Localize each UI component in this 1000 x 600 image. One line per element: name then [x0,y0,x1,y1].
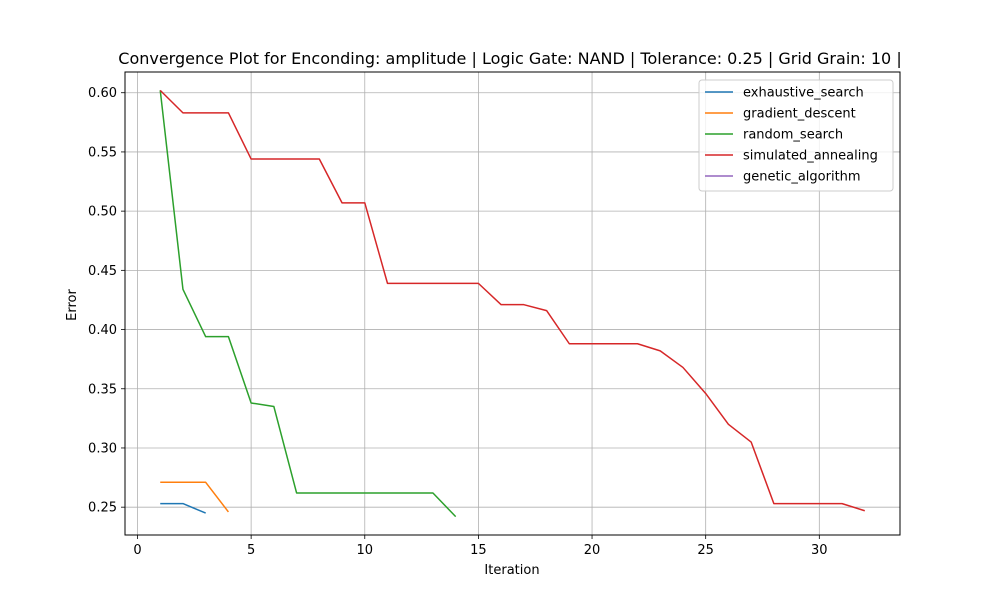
y-tick-label: 0.25 [88,501,117,516]
y-tick-label: 0.40 [88,323,117,338]
x-tick-label: 25 [697,543,714,558]
x-axis-title: Iteration [484,563,539,578]
series-line-simulated-annealing [159,89,865,512]
x-tick-label: 30 [811,543,828,558]
x-tick-label: 15 [470,543,487,558]
series-line-exhaustive-search [160,502,206,514]
x-tick-label: 0 [133,543,141,558]
grid [125,72,900,535]
y-tick-label: 0.60 [88,86,117,101]
y-tick-label: 0.30 [88,441,117,456]
legend-label-genetic-algorithm: genetic_algorithm [743,170,861,185]
x-tick-label: 20 [584,543,601,558]
legend-label-random-search: random_search [743,128,843,143]
x-tick-label: 10 [356,543,373,558]
series-line-gradient-descent [160,481,230,513]
legend: exhaustive_search gradient_descent random_… [698,79,894,192]
legend-label-simulated-annealing: simulated_annealing [743,149,878,164]
y-tick-label: 0.55 [88,145,117,160]
series-lines [159,89,865,518]
plot-area-frame [124,71,901,536]
x-tick-label: 5 [247,543,255,558]
chart-title: Convergence Plot for Enconding: amplitud… [118,49,901,68]
series-line-random-search [159,90,457,518]
y-axis-title: Error [65,289,80,321]
legend-label-exhaustive-search: exhaustive_search [743,86,864,101]
legend-box [698,79,894,192]
y-tick-label: 0.45 [88,264,117,279]
legend-label-gradient-descent: gradient_descent [743,107,856,122]
axis-ticks: 0 5 10 15 20 25 30 0.25 0.30 0.35 0.40 0.45 0.50 0.55… [88,86,828,558]
y-tick-label: 0.35 [88,382,117,397]
y-tick-label: 0.50 [88,205,117,220]
